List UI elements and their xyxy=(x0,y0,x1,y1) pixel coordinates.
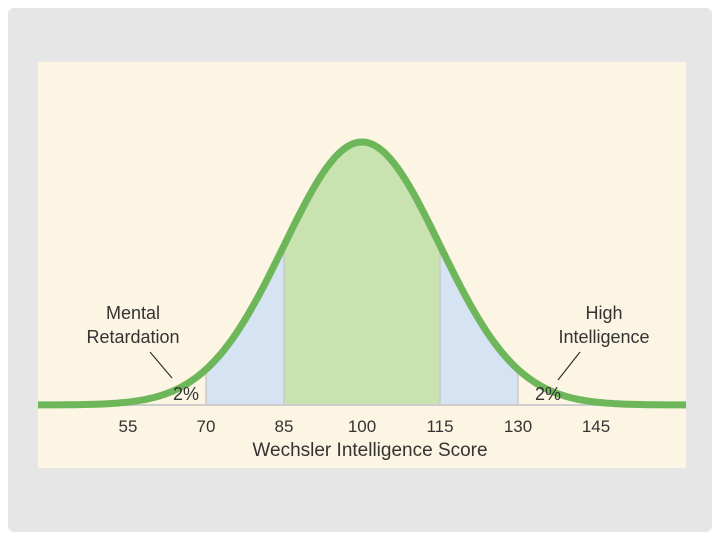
right-percent-label: 2% xyxy=(535,384,561,404)
x-tick-label-55: 55 xyxy=(119,417,138,436)
right-annotation-pointer xyxy=(557,351,581,381)
x-tick-label-85: 85 xyxy=(275,417,294,436)
x-tick-label-130: 130 xyxy=(504,417,532,436)
left-annotation-line2: Retardation xyxy=(86,327,179,347)
x-axis-ticks: 55 70 85 100 115 130 145 xyxy=(119,417,611,436)
right-annotation-line2: Intelligence xyxy=(558,327,649,347)
slide-background: 55 70 85 100 115 130 145 Mental Retardation 2%… xyxy=(8,8,712,532)
x-axis-title: Wechsler Intelligence Score xyxy=(252,440,487,461)
left-percent-label: 2% xyxy=(173,384,199,404)
region-dividers xyxy=(205,245,519,405)
shaded-regions xyxy=(206,142,518,405)
shaded-region-85-115 xyxy=(284,142,440,405)
x-tick-label-100: 100 xyxy=(348,417,376,436)
bell-curve-chart: 55 70 85 100 115 130 145 Mental Retardation 2%… xyxy=(38,138,686,461)
normal-curve-line xyxy=(38,138,686,409)
x-tick-label-70: 70 xyxy=(197,417,216,436)
left-annotation-line1: Mental xyxy=(106,303,160,323)
chart-panel: 55 70 85 100 115 130 145 Mental Retardation 2%… xyxy=(38,62,686,468)
right-annotation-line1: High xyxy=(585,303,622,323)
x-tick-label-115: 115 xyxy=(426,417,453,436)
left-annotation-pointer xyxy=(149,351,173,379)
x-tick-label-145: 145 xyxy=(582,417,610,436)
